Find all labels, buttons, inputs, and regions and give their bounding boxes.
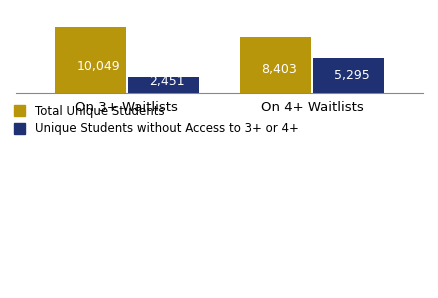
Text: 2,451: 2,451 <box>149 75 185 88</box>
Legend: Total Unique Students, Unique Students without Access to 3+ or 4+: Total Unique Students, Unique Students w… <box>14 105 299 136</box>
Text: 8,403: 8,403 <box>261 63 297 76</box>
Bar <box>240 38 311 93</box>
Text: 5,295: 5,295 <box>335 69 370 83</box>
Bar <box>313 58 384 93</box>
Bar <box>128 77 199 93</box>
Bar <box>55 27 126 93</box>
Text: 10,049: 10,049 <box>76 60 120 73</box>
